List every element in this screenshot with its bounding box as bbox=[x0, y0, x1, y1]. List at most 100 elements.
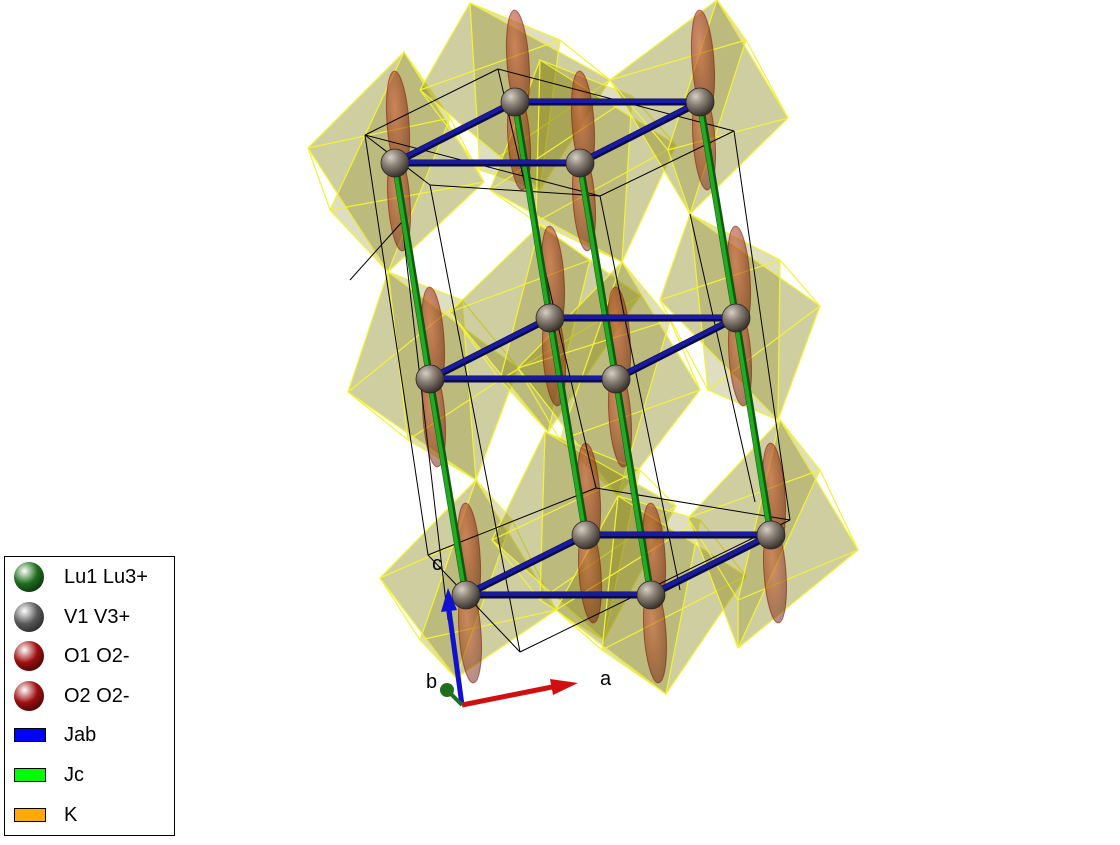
octahedron-edge bbox=[419, 39, 561, 91]
unit-cell-edge bbox=[364, 134, 429, 556]
a-axis-arrowhead bbox=[550, 679, 578, 695]
jab-bond-highlight bbox=[578, 99, 702, 164]
octahedron-edge bbox=[449, 259, 591, 313]
vanadium-atom bbox=[636, 580, 666, 610]
octahedron-edge bbox=[659, 259, 781, 301]
octahedron-edge bbox=[379, 519, 513, 579]
octahedron-edge bbox=[745, 39, 789, 119]
legend-label: O2 O2- bbox=[64, 684, 130, 707]
octahedron-edge bbox=[449, 224, 541, 313]
legend-label: O1 O2- bbox=[64, 645, 130, 668]
octahedron-edge bbox=[419, 639, 457, 679]
octahedron-edge bbox=[419, 2, 471, 91]
octahedron-edge bbox=[535, 144, 677, 223]
octahedron-edge bbox=[777, 259, 781, 421]
legend-item: V1 V3+ bbox=[5, 597, 175, 637]
legend-item: Lu1 Lu3+ bbox=[5, 557, 175, 597]
octahedron-edge bbox=[621, 261, 671, 321]
vanadium-atom bbox=[571, 520, 601, 550]
vanadium-atom bbox=[721, 303, 751, 333]
octahedron-edge bbox=[499, 224, 541, 381]
legend-item: Jc bbox=[5, 755, 175, 795]
legend-label: Jab bbox=[64, 724, 97, 747]
unit-cell-edge bbox=[401, 221, 449, 621]
octahedron-edge bbox=[669, 319, 701, 391]
jab-bonds bbox=[391, 98, 775, 599]
jc-bond-highlight bbox=[547, 316, 587, 537]
jab-bond-highlight bbox=[614, 315, 738, 380]
octahedron-edge bbox=[559, 39, 611, 81]
vanadium-atom bbox=[535, 303, 565, 333]
unit-cell-edge bbox=[364, 68, 499, 136]
legend-item: O2 O2- bbox=[5, 676, 175, 716]
octahedron-edge bbox=[699, 519, 747, 577]
unit-cell-edge bbox=[429, 184, 601, 197]
octahedron-edge bbox=[307, 51, 405, 149]
jc-bond-highlight bbox=[512, 100, 551, 320]
octahedron-edge bbox=[491, 539, 605, 641]
octahedron-edge bbox=[544, 431, 677, 507]
octahedron-edge bbox=[307, 117, 451, 149]
a-axis-arrow bbox=[461, 684, 553, 708]
octahedron-edge bbox=[555, 609, 603, 651]
octahedron-edge bbox=[779, 259, 821, 307]
octahedron-edge bbox=[687, 517, 739, 649]
octahedron-edge bbox=[449, 311, 501, 381]
jab-bond-highlight bbox=[428, 315, 552, 380]
vanadium-atom bbox=[685, 87, 715, 117]
octahedron-edge bbox=[347, 299, 463, 393]
c-axis-arrowhead bbox=[441, 588, 457, 612]
octahedron-edge bbox=[601, 649, 667, 695]
vanadium-atoms bbox=[380, 87, 786, 610]
octahedron-edge bbox=[601, 575, 747, 651]
octahedron-edge bbox=[489, 189, 623, 263]
octahedron-edge bbox=[329, 209, 389, 273]
octahedron-edge bbox=[491, 469, 641, 541]
legend: Lu1 Lu3+ V1 V3+ O1 O2- O2 O2- Jab Jc K bbox=[4, 556, 175, 836]
octahedron-edge bbox=[659, 213, 691, 301]
octahedron-edge bbox=[539, 599, 605, 641]
octahedron-edge bbox=[687, 419, 781, 519]
vanadium-atom bbox=[601, 364, 631, 394]
octahedron-edge bbox=[555, 609, 667, 695]
octahedron-edge bbox=[687, 469, 821, 519]
octahedron-edge bbox=[665, 519, 701, 695]
octahedron-edge bbox=[737, 549, 859, 649]
vanadium-atom bbox=[415, 364, 445, 394]
legend-item: K bbox=[5, 795, 175, 835]
unit-cell-edge bbox=[689, 213, 756, 503]
octahedron-edge bbox=[621, 261, 701, 391]
octahedron-edge bbox=[621, 144, 677, 263]
legend-bond-swatch bbox=[14, 728, 46, 743]
axis-label-a: a bbox=[600, 668, 612, 690]
legend-item: Jab bbox=[5, 715, 175, 755]
octahedron-edge bbox=[419, 609, 557, 641]
b-axis-stem bbox=[445, 688, 464, 707]
legend-label: Lu1 Lu3+ bbox=[64, 566, 148, 588]
octahedron-edge bbox=[449, 311, 549, 433]
legend-label: V1 V3+ bbox=[64, 605, 131, 628]
jc-bond-highlight bbox=[427, 377, 467, 597]
octahedron-edge bbox=[603, 505, 677, 641]
jc-bond-highlight bbox=[577, 161, 617, 381]
octahedron-edge bbox=[667, 0, 718, 151]
axis-indicator: c b a bbox=[426, 553, 612, 708]
unit-cell-edge bbox=[349, 221, 403, 281]
jc-bond-highlight bbox=[613, 377, 652, 597]
jc-bond-highlight bbox=[697, 100, 737, 320]
legend-label: Jc bbox=[64, 764, 84, 786]
c-axis-arrow bbox=[446, 609, 465, 706]
octahedron-edge bbox=[601, 495, 619, 651]
vanadium-atom bbox=[380, 148, 410, 178]
axis-label-b: b bbox=[426, 671, 437, 693]
octahedron-edge bbox=[461, 299, 519, 369]
octahedron-edge bbox=[617, 495, 701, 521]
octahedron-edge bbox=[489, 189, 537, 223]
octahedron-edge bbox=[689, 213, 821, 307]
octahedron-edge bbox=[499, 379, 549, 433]
vanadium-atom bbox=[500, 87, 530, 117]
legend-bond-swatch bbox=[14, 768, 46, 782]
octahedron-edge bbox=[307, 147, 331, 211]
octahedron-edge bbox=[539, 431, 546, 601]
